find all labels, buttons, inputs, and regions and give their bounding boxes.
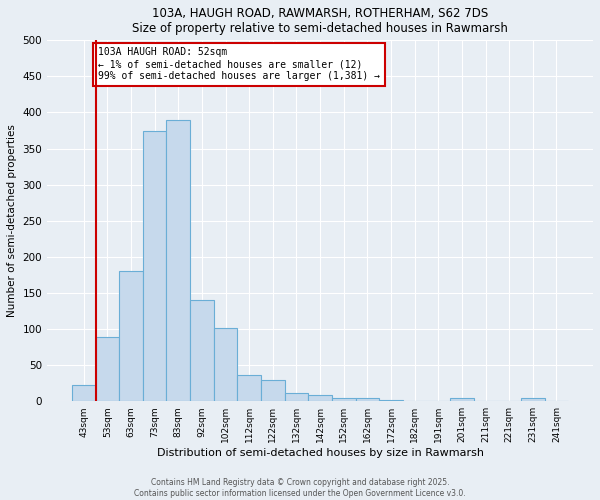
Title: 103A, HAUGH ROAD, RAWMARSH, ROTHERHAM, S62 7DS
Size of property relative to semi: 103A, HAUGH ROAD, RAWMARSH, ROTHERHAM, S…: [132, 7, 508, 35]
Bar: [284, 392, 308, 402]
Y-axis label: Number of semi-detached properties: Number of semi-detached properties: [7, 124, 17, 317]
Bar: [545, 400, 568, 402]
Bar: [474, 400, 497, 402]
Bar: [450, 398, 474, 402]
Bar: [95, 337, 119, 402]
X-axis label: Distribution of semi-detached houses by size in Rawmarsh: Distribution of semi-detached houses by …: [157, 448, 484, 458]
Bar: [497, 400, 521, 402]
Bar: [119, 270, 143, 402]
Bar: [72, 386, 95, 402]
Bar: [143, 130, 166, 402]
Bar: [332, 398, 356, 402]
Bar: [261, 380, 284, 402]
Bar: [521, 398, 545, 402]
Bar: [403, 400, 427, 402]
Bar: [308, 395, 332, 402]
Bar: [166, 120, 190, 402]
Bar: [190, 300, 214, 402]
Text: Contains HM Land Registry data © Crown copyright and database right 2025.
Contai: Contains HM Land Registry data © Crown c…: [134, 478, 466, 498]
Bar: [238, 374, 261, 402]
Text: 103A HAUGH ROAD: 52sqm
← 1% of semi-detached houses are smaller (12)
99% of semi: 103A HAUGH ROAD: 52sqm ← 1% of semi-deta…: [98, 48, 380, 80]
Bar: [379, 400, 403, 402]
Bar: [427, 400, 450, 402]
Bar: [356, 398, 379, 402]
Bar: [214, 328, 238, 402]
